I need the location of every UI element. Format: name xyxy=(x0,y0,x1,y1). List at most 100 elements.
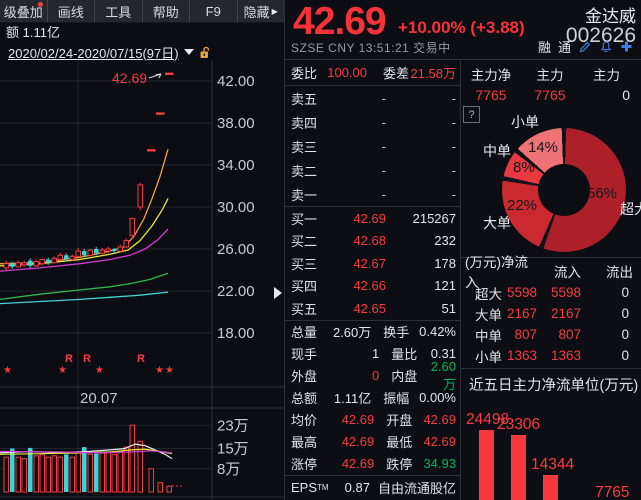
donut-pct-medium: 8% xyxy=(513,159,535,176)
svg-text:42.00: 42.00 xyxy=(217,73,255,90)
svg-text:15万: 15万 xyxy=(217,441,249,458)
margin-badge-rong: 融 xyxy=(537,40,551,55)
eps-value: 0.87 xyxy=(344,480,370,495)
donut-label-xlarge: 超大 xyxy=(620,201,641,217)
stock-name: 金达威 xyxy=(585,7,636,26)
date-range-row: 2020/02/24-2020/07/15(97日) xyxy=(0,43,284,61)
menu-item-draw[interactable]: 画线 xyxy=(48,0,95,22)
notification-dot xyxy=(37,2,43,7)
ask-row-5[interactable]: 卖五 - - xyxy=(291,90,456,107)
menu-item-overlay[interactable]: 级叠加 xyxy=(0,0,48,22)
menu-item-help[interactable]: 帮助 xyxy=(143,0,190,22)
add-to-watchlist-icon[interactable] xyxy=(620,40,633,53)
five-day-bar xyxy=(543,475,558,500)
menu-item-hide[interactable]: 隐藏 ▶ xyxy=(243,4,278,20)
menu-bar: 级叠加 画线 工具 帮助 F9 隐藏 ▶ xyxy=(0,0,284,23)
commission-ratio-value: 100.00 xyxy=(327,65,367,80)
last-price: 42.69 xyxy=(293,0,387,43)
eps-row: EPS TM 0.87 自由流通股 亿 xyxy=(291,480,456,496)
svg-text:8万: 8万 xyxy=(217,461,240,478)
donut-pct-small: 14% xyxy=(528,139,559,156)
svg-text:★: ★ xyxy=(3,365,12,376)
ask-row-1[interactable]: 卖一 - - xyxy=(291,186,456,203)
five-day-bar-label: 14344 xyxy=(531,456,575,473)
edit-icon[interactable] xyxy=(578,40,592,54)
date-range-selector[interactable]: 2020/02/24-2020/07/15(97日) xyxy=(8,45,179,61)
svg-text:R: R xyxy=(137,353,145,365)
money-flow-column: 主力净 主力 主力 7765 7765 0 ? 小单 14% 中单 8% 22%… xyxy=(460,60,641,500)
bid-row-4[interactable]: 买四 42.66 121 xyxy=(291,278,456,295)
stat-row-limit: 涨停 42.69 跌停 34.93 xyxy=(291,456,456,472)
market-info: SZSE CNY 13:51:21 交易中 xyxy=(291,41,451,55)
bid-row-3[interactable]: 买三 42.67 178 xyxy=(291,255,456,272)
svg-text:18.00: 18.00 xyxy=(217,325,255,342)
main-force-summary: 主力净 主力 主力 7765 7765 0 xyxy=(461,64,641,103)
bid-row-1[interactable]: 买一 42.69 215267 xyxy=(291,210,456,227)
flow-row-medium: 中单 807 807 0 xyxy=(475,327,629,344)
svg-text:26.00: 26.00 xyxy=(217,241,255,258)
chevron-right-icon: ▶ xyxy=(271,6,278,16)
divider xyxy=(285,206,460,207)
divider xyxy=(285,474,460,476)
header-actions: 融 通 xyxy=(538,37,633,56)
stat-row-amount: 总额 1.11亿 振幅 0.00% xyxy=(291,390,456,406)
money-flow-donut-chart xyxy=(502,128,626,252)
main-force-net: 7765 xyxy=(475,87,507,103)
stat-row-high-low: 最高 42.69 最低 42.69 xyxy=(291,434,456,450)
svg-text:38.00: 38.00 xyxy=(217,115,255,132)
svg-text:23万: 23万 xyxy=(217,417,249,434)
commission-diff-value: 21.58万 xyxy=(410,66,456,81)
ask-row-2[interactable]: 卖二 - - xyxy=(291,162,456,179)
svg-text:20.07: 20.07 xyxy=(80,390,118,407)
expand-panel-handle-icon[interactable] xyxy=(274,287,282,299)
stock-code: 002626 xyxy=(565,24,636,47)
ask-row-4[interactable]: 卖四 - - xyxy=(291,114,456,131)
stat-row-avg-open: 均价 42.69 开盘 42.69 xyxy=(291,412,456,428)
svg-text:★: ★ xyxy=(165,365,174,376)
stat-row-inner-outer: 外盘 0 内盘 2.60万 xyxy=(291,358,456,392)
donut-pct-large: 22% xyxy=(507,197,538,214)
bid-row-5[interactable]: 买五 42.65 51 xyxy=(291,300,456,317)
donut-label-small: 小单 xyxy=(511,114,539,130)
flow-row-small: 小单 1363 1363 0 xyxy=(475,348,629,365)
svg-text:22.00: 22.00 xyxy=(217,283,255,300)
order-book-column: 委比 100.00 委差 21.58万 卖五 - - 卖四 - - 卖三 - - 卖二 - - … xyxy=(285,60,460,500)
bid-row-2[interactable]: 买二 42.68 232 xyxy=(291,233,456,250)
main-force-out: 0 xyxy=(622,87,630,103)
flow-table-header: (万元)净流入 流入 流出 xyxy=(465,255,633,290)
turnover-amount: 额 1.11亿 xyxy=(6,25,60,40)
menu-item-f9[interactable]: F9 xyxy=(190,0,238,22)
stat-row-volume: 总量 2.60万 换手 0.42% xyxy=(291,324,456,340)
main-force-in: 7765 xyxy=(534,87,566,103)
svg-text:34.00: 34.00 xyxy=(217,157,255,174)
flow-row-xlarge: 超大 5598 5598 0 xyxy=(475,285,629,302)
alert-bell-icon[interactable] xyxy=(599,40,613,54)
five-day-bar-label: 7765 xyxy=(595,484,630,500)
unlock-icon[interactable] xyxy=(199,46,212,59)
svg-text:★: ★ xyxy=(58,365,67,376)
menu-item-tools[interactable]: 工具 xyxy=(95,0,143,22)
five-day-bar xyxy=(479,430,494,500)
price-change: +10.00% (+3.88) xyxy=(398,18,525,37)
kline-chart[interactable]: 42.00 38.00 34.00 30.00 26.00 22.00 18.00 23万 15… xyxy=(0,60,285,500)
donut-pct-xlarge: 56% xyxy=(587,185,618,202)
divider xyxy=(285,319,460,321)
svg-text:R: R xyxy=(65,353,73,365)
five-day-bar-label: 23306 xyxy=(497,416,541,433)
kline-panel: 级叠加 画线 工具 帮助 F9 隐藏 ▶ 额 1.11亿 2020/02/24-2… xyxy=(0,0,285,500)
svg-text:★: ★ xyxy=(95,365,104,376)
commission-ratio-row: 委比 100.00 委差 21.58万 xyxy=(291,65,456,81)
help-button[interactable]: ? xyxy=(463,106,480,123)
five-day-bar-label: 24498 xyxy=(466,411,510,428)
dropdown-arrow-icon[interactable] xyxy=(183,49,194,55)
divider xyxy=(461,257,641,258)
quote-panel: 42.69 +10.00% (+3.88) 金达威 002626 SZSE CN… xyxy=(285,0,641,500)
margin-badge-tong: 通 xyxy=(557,40,571,55)
quote-header: 42.69 +10.00% (+3.88) 金达威 002626 SZSE CN… xyxy=(285,0,641,60)
svg-text:42.69: 42.69 xyxy=(112,70,147,86)
divider xyxy=(285,85,460,86)
divider xyxy=(461,368,641,369)
five-day-bar xyxy=(511,435,526,500)
ask-row-3[interactable]: 卖三 - - xyxy=(291,138,456,155)
svg-text:30.00: 30.00 xyxy=(217,199,255,216)
